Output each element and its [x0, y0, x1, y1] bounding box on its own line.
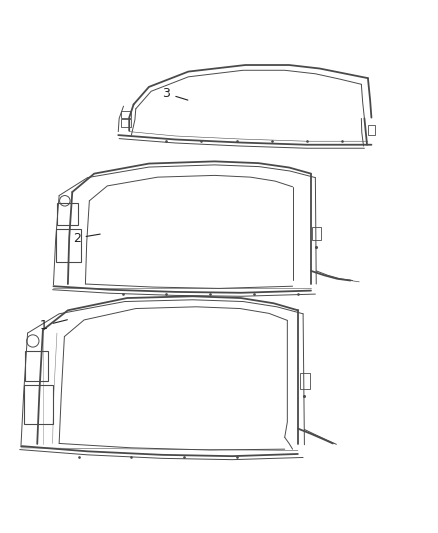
Bar: [121, 119, 131, 127]
Bar: [24, 385, 53, 424]
Text: 2: 2: [73, 231, 100, 245]
Bar: [312, 227, 321, 240]
Bar: [300, 374, 310, 389]
Bar: [368, 125, 375, 135]
Bar: [57, 203, 78, 225]
Text: 3: 3: [162, 87, 188, 100]
Text: 1: 1: [40, 319, 67, 332]
Bar: [56, 229, 81, 262]
Bar: [121, 111, 131, 118]
Bar: [25, 351, 48, 381]
